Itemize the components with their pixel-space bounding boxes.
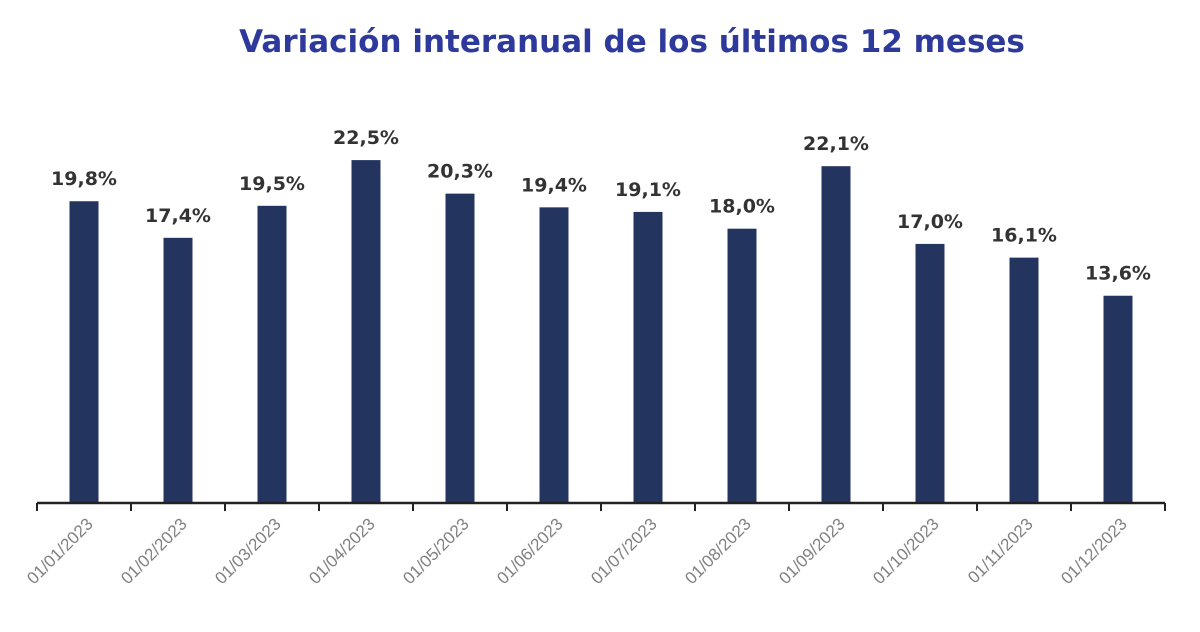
x-tick-label: 01/01/2023 xyxy=(23,514,97,588)
bar-01/09/2023 xyxy=(821,166,851,504)
chart-title: Variación interanual de los últimos 12 m… xyxy=(239,24,1025,60)
x-tick-label: 01/12/2023 xyxy=(1057,514,1131,588)
data-label: 17,0% xyxy=(897,211,963,233)
bar-01/04/2023 xyxy=(351,160,381,503)
data-label: 19,8% xyxy=(51,168,117,190)
bar-01/12/2023 xyxy=(1103,295,1133,503)
bar-01/08/2023 xyxy=(727,228,757,503)
bar-01/03/2023 xyxy=(257,205,287,503)
bar-01/07/2023 xyxy=(633,211,663,503)
bar-01/11/2023 xyxy=(1009,257,1039,503)
bars-group xyxy=(69,160,1133,504)
x-tick-label: 01/06/2023 xyxy=(493,514,567,588)
data-label: 19,1% xyxy=(615,179,681,201)
x-tick-label: 01/04/2023 xyxy=(305,514,379,588)
bar-01/05/2023 xyxy=(445,193,475,504)
x-tick-labels-group: 01/01/2023 01/02/2023 01/03/2023 01/04/2023… xyxy=(23,514,1131,588)
x-tick-label: 01/10/2023 xyxy=(869,514,943,588)
data-label: 19,4% xyxy=(521,174,587,196)
data-label: 19,5% xyxy=(239,173,305,195)
x-tick-label: 01/09/2023 xyxy=(775,514,849,588)
bar-01/10/2023 xyxy=(915,243,945,504)
data-label: 18,0% xyxy=(709,196,775,218)
bar-01/01/2023 xyxy=(69,201,99,504)
x-tick-label: 01/02/2023 xyxy=(117,514,191,588)
x-ticks-group xyxy=(36,503,1166,511)
x-tick-label: 01/11/2023 xyxy=(964,514,1037,587)
data-labels-group: 19,8% 17,4% 19,5% 22,5% 20,3% 19,4% 19,1% 18,0%… xyxy=(51,127,1151,285)
data-label: 22,1% xyxy=(803,133,869,155)
bar-01/02/2023 xyxy=(163,237,193,503)
x-tick-label: 01/03/2023 xyxy=(211,514,285,588)
x-tick-label: 01/05/2023 xyxy=(399,514,473,588)
data-label: 17,4% xyxy=(145,205,211,227)
x-tick-label: 01/07/2023 xyxy=(587,514,661,588)
data-label: 20,3% xyxy=(427,161,493,183)
data-label: 13,6% xyxy=(1085,263,1151,285)
x-tick-label: 01/08/2023 xyxy=(681,514,755,588)
data-label: 22,5% xyxy=(333,127,399,149)
bar-01/06/2023 xyxy=(539,207,569,503)
data-label: 16,1% xyxy=(991,225,1057,247)
